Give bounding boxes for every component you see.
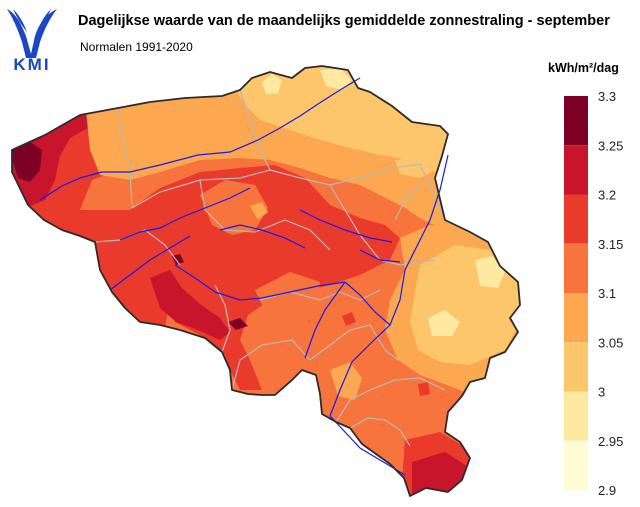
zone-east-low (410, 245, 520, 365)
zone-south-hainaut (150, 270, 230, 340)
zone-sambre-low (255, 272, 320, 322)
zone-mons-spot (172, 254, 184, 265)
legend-tick-label: 3.05 (598, 335, 623, 350)
zone-high-plateau (428, 310, 460, 336)
legend-tick-label: 3.3 (598, 89, 616, 104)
legend-swatch (564, 391, 588, 441)
legend-swatch (564, 145, 588, 195)
zone-kempen-min (320, 68, 352, 90)
legend-tick-label: 3.25 (598, 138, 623, 153)
zone-limburg-low (395, 155, 438, 178)
zone-hautes-fagnes (475, 256, 505, 288)
legend-swatch (564, 440, 588, 490)
radiation-fill (12, 66, 520, 496)
legend-unit: kWh/m²/dag (548, 61, 619, 75)
legend-tick-label: 2.9 (598, 483, 616, 498)
legend-tick-label: 2.95 (598, 434, 623, 449)
legend-swatch (564, 243, 588, 293)
legend-swatch (564, 194, 588, 244)
logo-text: KMI (13, 55, 50, 72)
zone-ardennes-center (330, 362, 362, 400)
legend-swatches (564, 96, 588, 490)
zone-brussels (250, 202, 268, 220)
legend-swatch (564, 342, 588, 392)
color-legend: 3.3 3.25 3.2 3.15 3.1 3.05 3 2.95 2.9 (564, 89, 623, 498)
belgium-map (11, 65, 521, 497)
zone-chimay-spot (228, 318, 248, 330)
logo-mark (7, 9, 57, 58)
zone-antwerp-min (262, 74, 282, 94)
zone-red-spot-1 (342, 312, 356, 326)
legend-tick-label: 3.2 (598, 188, 616, 203)
map-title: Dagelijkse waarde van de maandelijks gem… (78, 13, 610, 29)
country-border (11, 65, 521, 497)
logo-mark-inner (13, 9, 51, 32)
map-subtitle: Normalen 1991-2020 (80, 40, 193, 54)
kmi-logo: KMI (7, 9, 57, 72)
legend-ticks: 3.3 3.25 3.2 3.15 3.1 3.05 3 2.95 2.9 (598, 89, 623, 498)
legend-tick-label: 3.1 (598, 286, 616, 301)
zone-central (130, 165, 400, 390)
zone-red-spot-2 (418, 382, 430, 396)
legend-tick-label: 3.15 (598, 237, 623, 252)
legend-swatch (564, 293, 588, 343)
legend-tick-label: 3 (598, 385, 605, 400)
legend-swatch (564, 96, 588, 146)
rivers (39, 77, 449, 476)
zone-coast-max (12, 142, 42, 182)
